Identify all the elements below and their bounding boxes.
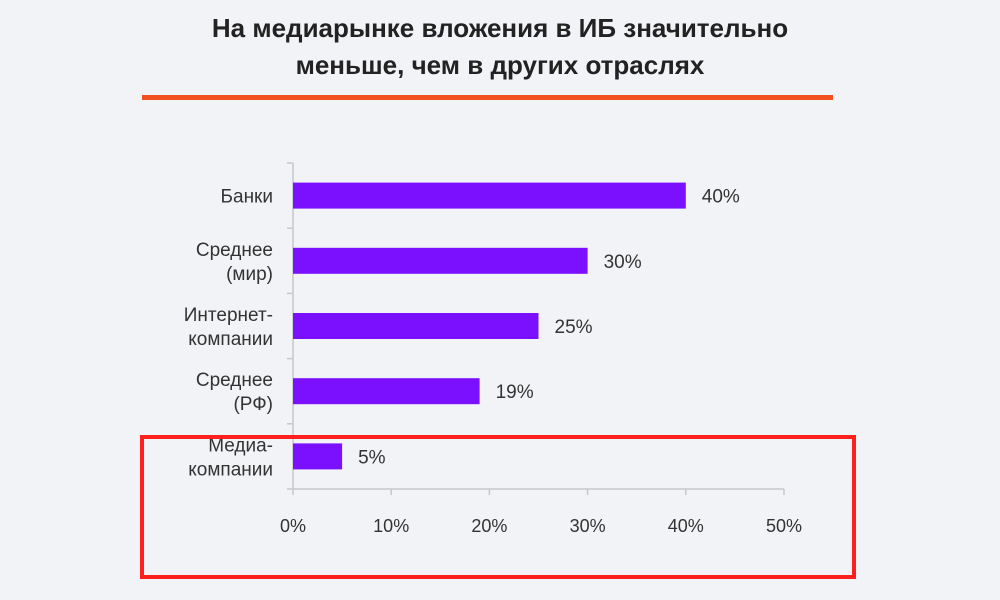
bar-value-label: 25% (555, 317, 593, 338)
page-title: На медиарынке вложения в ИБ значительно … (0, 10, 1000, 84)
highlight-box (140, 435, 856, 579)
bar (293, 182, 686, 209)
bar-value-label: 5% (358, 447, 386, 468)
category-label: Интернет-компании (184, 305, 273, 350)
bar-value-label: 40% (702, 187, 740, 208)
bar-value-label: 19% (496, 382, 534, 403)
title-line-1: На медиарынке вложения в ИБ значительно (211, 13, 789, 43)
x-tick-label: 50% (766, 516, 802, 536)
title-underline (142, 95, 833, 100)
category-label: Банки (221, 187, 273, 208)
bar (293, 313, 539, 339)
bar-value-label: 30% (604, 252, 642, 273)
bar (293, 443, 343, 470)
x-tick-label: 10% (373, 516, 409, 536)
category-label: Среднее (РФ) (196, 370, 273, 415)
bar (293, 247, 588, 274)
x-tick-label: 40% (668, 516, 704, 536)
x-tick-label: 0% (280, 516, 306, 536)
x-tick-label: 30% (570, 516, 606, 536)
category-label: Медиа-компании (188, 435, 273, 480)
x-tick-label: 20% (471, 516, 507, 536)
category-label: Среднее (мир) (196, 240, 273, 285)
title-line-2: меньше, чем в других отраслях (295, 50, 705, 80)
bar (293, 378, 480, 405)
